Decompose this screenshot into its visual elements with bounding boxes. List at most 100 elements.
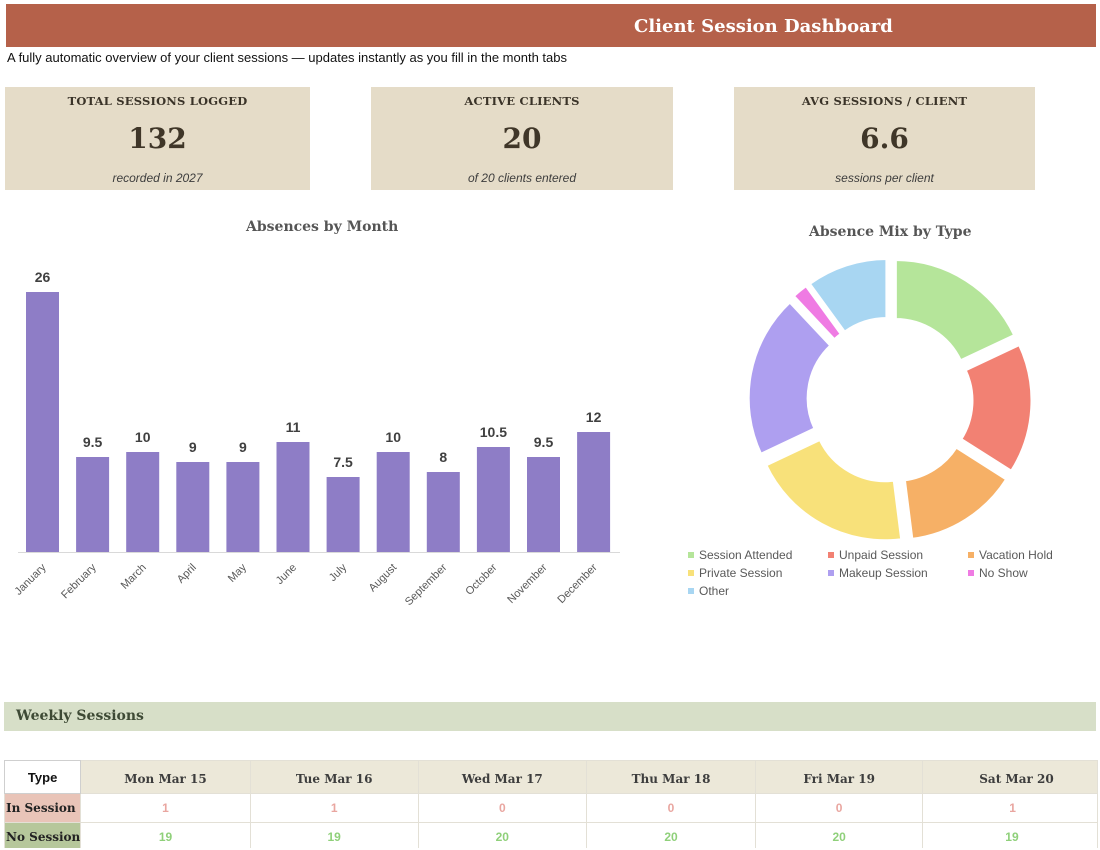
table-cell: 1: [922, 793, 1098, 823]
bar: [176, 462, 210, 552]
bar: [76, 457, 110, 552]
legend-label: Session Attended: [699, 548, 793, 562]
bar-value-label: 10.5: [480, 424, 507, 440]
table-row: In Session 1 1 0 0 0 1: [4, 793, 1098, 823]
legend-label: Private Session: [699, 566, 783, 580]
legend-item-no-show: No Show: [968, 566, 1028, 580]
kpi-avg-sessions: AVG SESSIONS / CLIENT 6.6 sessions per c…: [734, 87, 1035, 190]
bar: [276, 442, 310, 552]
bar: [426, 472, 460, 552]
donut-slice: [902, 444, 1009, 542]
donut-slice: [791, 283, 844, 342]
donut-slice: [746, 299, 834, 457]
x-tick-label: August: [367, 562, 400, 595]
legend-item-other: Other: [688, 584, 729, 598]
table-cell: 20: [417, 822, 588, 848]
bar: [577, 432, 611, 552]
bar: [126, 452, 160, 552]
legend-label: Makeup Session: [839, 566, 928, 580]
x-tick-label: May: [226, 561, 250, 585]
kpi-total-sessions: TOTAL SESSIONS LOGGED 132 recorded in 20…: [5, 87, 310, 190]
x-tick-label: October: [463, 561, 499, 597]
legend-swatch: [828, 551, 834, 558]
x-tick-label: March: [119, 562, 149, 592]
legend-swatch: [688, 587, 694, 594]
legend-item-unpaid-session: Unpaid Session: [828, 548, 923, 562]
row-label-no-session: No Session: [4, 822, 82, 848]
donut-slice: [763, 437, 904, 543]
legend-item-vacation-hold: Vacation Hold: [968, 548, 1053, 562]
legend-label: Unpaid Session: [839, 548, 924, 562]
day-header: Tue Mar 16: [249, 760, 419, 794]
table-cell: 20: [755, 822, 924, 848]
donut-slice: [807, 256, 889, 335]
legend-swatch: [828, 569, 834, 576]
bar-value-label: 9.5: [83, 434, 103, 450]
kpi-active-clients: ACTIVE CLIENTS 20 of 20 clients entered: [371, 87, 673, 190]
row-label-in-session: In Session: [4, 793, 82, 823]
donut-slice: [958, 342, 1034, 474]
section-title: Weekly Sessions: [16, 708, 144, 724]
bar: [26, 292, 59, 552]
bar-value-label: 12: [586, 409, 602, 425]
x-tick-label: February: [59, 561, 99, 601]
bar-value-label: 11: [286, 419, 301, 435]
kpi-note: recorded in 2027: [112, 171, 203, 185]
table-cell: 19: [249, 822, 419, 848]
bar-chart-title: Absences by Month: [246, 219, 399, 235]
bar-value-label: 10: [385, 429, 401, 445]
bar: [226, 462, 260, 552]
bar-chart: 26 January 9.5 February 10 March 9 April 9 May 11 J…: [12, 269, 620, 608]
kpi-label: TOTAL SESSIONS LOGGED: [67, 94, 248, 108]
x-tick-label: November: [505, 561, 550, 606]
legend-swatch: [968, 551, 974, 558]
x-tick-label: January: [12, 561, 49, 598]
table-cell: 0: [417, 793, 588, 823]
day-header: Sat Mar 20: [922, 760, 1098, 794]
donut-slice: [893, 258, 1017, 363]
bar-value-label: 9: [189, 439, 197, 455]
table-header-row: Type Mon Mar 15 Tue Mar 16 Wed Mar 17 Th…: [4, 760, 1098, 794]
kpi-note: sessions per client: [835, 171, 934, 185]
page-title: Client Session Dashboard: [634, 16, 893, 37]
table-cell: 1: [249, 793, 419, 823]
table-row: No Session 19 19 20 20 20 19: [4, 822, 1098, 848]
legend-swatch: [968, 569, 974, 576]
kpi-value: 132: [128, 122, 187, 155]
bar-value-label: 9.5: [534, 434, 554, 450]
x-tick-label: April: [175, 562, 199, 586]
day-header: Fri Mar 19: [755, 760, 924, 794]
x-tick-label: July: [327, 561, 350, 584]
legend-label: Other: [699, 584, 730, 598]
title-bar: Client Session Dashboard: [6, 4, 1096, 47]
legend-item-makeup-session: Makeup Session: [828, 566, 928, 580]
donut-chart-title: Absence Mix by Type: [809, 224, 972, 240]
bar-value-label: 10: [135, 429, 151, 445]
type-header: Type: [4, 760, 82, 794]
kpi-label: AVG SESSIONS / CLIENT: [801, 94, 968, 108]
weekly-section-header: Weekly Sessions: [4, 702, 1096, 731]
bar-value-label: 9: [239, 439, 247, 455]
weekly-table-wrap: Type Mon Mar 15 Tue Mar 16 Wed Mar 17 Th…: [4, 760, 1098, 848]
table-cell: 20: [586, 822, 757, 848]
bar: [326, 477, 360, 552]
x-tick-label: September: [403, 561, 450, 608]
x-tick-label: December: [555, 561, 600, 606]
bar: [476, 447, 510, 552]
legend-label: Vacation Hold: [979, 548, 1053, 562]
bar-value-label: 7.5: [333, 454, 353, 470]
legend-swatch: [688, 569, 694, 576]
table-cell: 0: [755, 793, 924, 823]
kpi-note: of 20 clients entered: [467, 171, 577, 185]
bar-value-label: 26: [35, 269, 51, 285]
bar-value-label: 8: [439, 449, 447, 465]
table-cell: 19: [80, 822, 251, 848]
page-subtitle: A fully automatic overview of your clien…: [7, 50, 567, 65]
kpi-value: 6.6: [860, 122, 909, 155]
donut-chart: [746, 256, 1034, 543]
table-cell: 19: [922, 822, 1098, 848]
bar: [527, 457, 560, 552]
legend-swatch: [688, 551, 694, 558]
legend-item-session-attended: Session Attended: [688, 548, 792, 562]
legend-item-private-session: Private Session: [688, 566, 782, 580]
